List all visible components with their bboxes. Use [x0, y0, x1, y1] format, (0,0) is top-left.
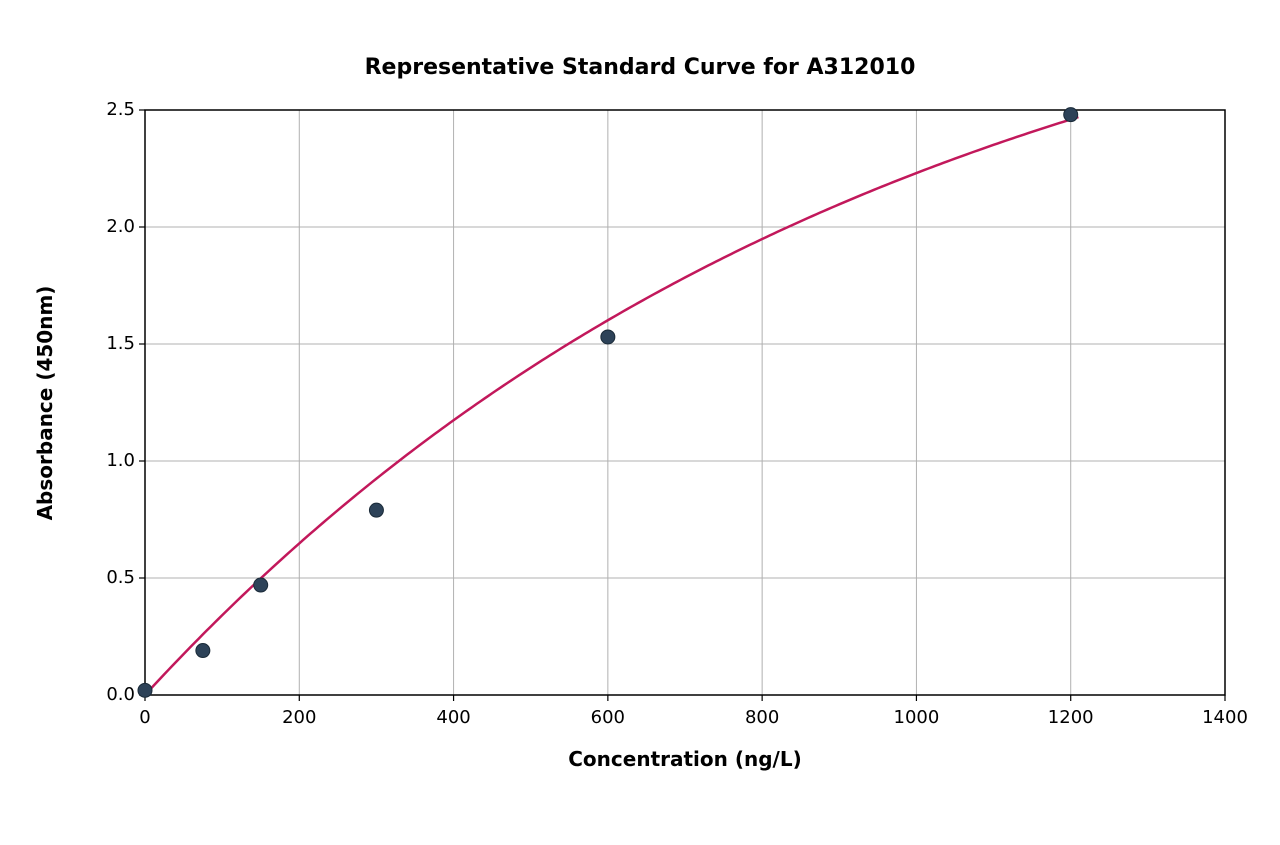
y-tick-label: 2.5 [90, 99, 135, 120]
x-tick-label: 0 [115, 707, 175, 728]
x-tick-label: 800 [732, 707, 792, 728]
x-tick-label: 1400 [1195, 707, 1255, 728]
chart-title: Representative Standard Curve for A31201… [0, 55, 1280, 80]
x-tick-label: 400 [424, 707, 484, 728]
y-tick-label: 1.0 [90, 450, 135, 471]
x-tick-label: 200 [269, 707, 329, 728]
x-axis-label: Concentration (ng/L) [145, 747, 1225, 771]
y-tick-label: 2.0 [90, 216, 135, 237]
y-tick-label: 1.5 [90, 333, 135, 354]
x-tick-label: 1000 [886, 707, 946, 728]
x-tick-label: 1200 [1041, 707, 1101, 728]
y-tick-label: 0.0 [90, 684, 135, 705]
chart-container: Representative Standard Curve for A31201… [0, 0, 1280, 845]
y-axis-label: Absorbance (450nm) [33, 283, 57, 523]
x-tick-label: 600 [578, 707, 638, 728]
y-tick-label: 0.5 [90, 567, 135, 588]
